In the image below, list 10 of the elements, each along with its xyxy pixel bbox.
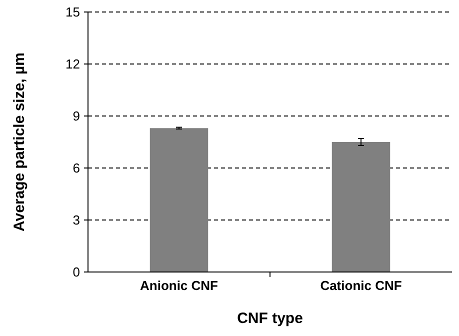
y-tick-label: 12 <box>66 56 80 72</box>
y-tick-label: 0 <box>72 264 80 280</box>
y-tick-label: 6 <box>72 160 80 176</box>
y-tick-label: 3 <box>72 212 80 228</box>
x-tick-label: Cationic CNF <box>320 278 402 293</box>
x-axis-title: CNF type <box>237 310 303 327</box>
y-axis-title: Average particle size, µm <box>11 52 28 232</box>
y-tick-label: 15 <box>66 4 80 20</box>
x-tick-label: Anionic CNF <box>140 278 218 293</box>
y-tick-label: 9 <box>72 108 80 124</box>
